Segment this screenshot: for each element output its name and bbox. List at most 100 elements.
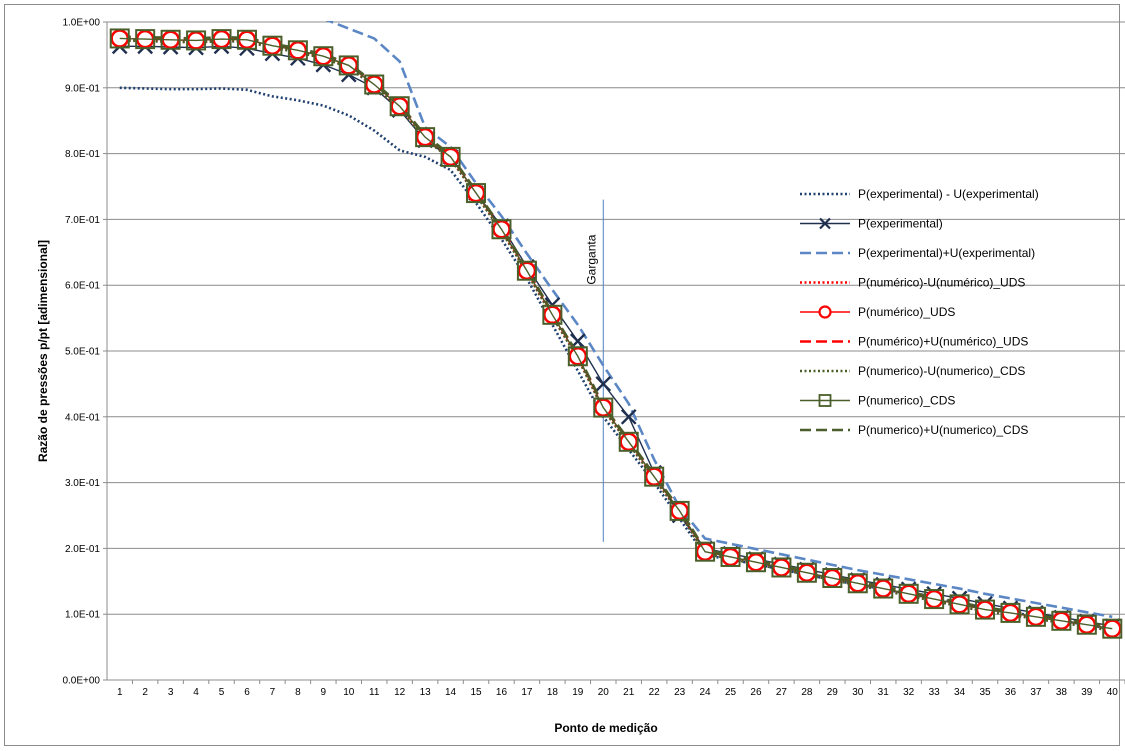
legend-label: P(experimental) - U(experimental) bbox=[858, 187, 1039, 201]
x-tick-label: 31 bbox=[878, 687, 890, 698]
data-point bbox=[313, 46, 334, 67]
series-8 bbox=[119, 35, 1113, 628]
data-point bbox=[236, 29, 257, 50]
data-point bbox=[975, 599, 996, 620]
data-point bbox=[567, 346, 588, 367]
data-point bbox=[1025, 606, 1046, 627]
x-tick-label: 34 bbox=[954, 687, 966, 698]
x-tick-label: 6 bbox=[244, 687, 250, 698]
series-2 bbox=[325, 21, 1113, 619]
x-tick-label: 37 bbox=[1030, 687, 1042, 698]
x-tick-label: 39 bbox=[1081, 687, 1093, 698]
x-tick-label: 5 bbox=[219, 687, 225, 698]
legend-marker bbox=[818, 305, 832, 319]
data-point bbox=[287, 40, 308, 61]
series-line bbox=[119, 86, 1113, 631]
x-tick-label: 28 bbox=[801, 687, 813, 698]
data-point bbox=[440, 146, 461, 167]
data-point bbox=[822, 568, 843, 589]
data-point bbox=[898, 583, 919, 604]
data-point bbox=[796, 562, 817, 583]
legend-item: P(numérico)_UDS bbox=[800, 305, 955, 319]
legend-item: P(experimental) - U(experimental) bbox=[800, 187, 1039, 201]
x-tick-label: 25 bbox=[725, 687, 737, 698]
x-tick-label: 21 bbox=[623, 687, 635, 698]
data-point bbox=[211, 29, 232, 50]
data-point bbox=[186, 30, 207, 51]
data-point bbox=[593, 397, 614, 418]
series-line bbox=[119, 35, 1113, 628]
legend-marker bbox=[818, 394, 832, 407]
x-tick-label: 17 bbox=[521, 687, 533, 698]
legend-label: P(numerico)+U(numerico)_CDS bbox=[858, 423, 1028, 437]
x-tick-label: 20 bbox=[598, 687, 610, 698]
series-5 bbox=[119, 35, 1113, 629]
data-point bbox=[745, 552, 766, 573]
legend-item: P(experimental) bbox=[800, 217, 943, 231]
series-6 bbox=[119, 39, 1113, 632]
y-tick-label: 8.0E-01 bbox=[65, 149, 100, 160]
y-tick-label: 4.0E-01 bbox=[65, 412, 100, 423]
data-point bbox=[389, 96, 410, 117]
series-line bbox=[119, 39, 1113, 632]
data-point bbox=[109, 28, 130, 49]
legend-label: P(numérico)+U(numérico)_UDS bbox=[858, 335, 1028, 349]
data-point bbox=[924, 589, 945, 610]
x-tick-label: 14 bbox=[445, 687, 457, 698]
data-point bbox=[491, 219, 512, 240]
data-point bbox=[771, 557, 792, 578]
x-tick-label: 38 bbox=[1056, 687, 1068, 698]
y-tick-label: 7.0E-01 bbox=[65, 215, 100, 226]
x-tick-label: 27 bbox=[776, 687, 788, 698]
legend-label: P(experimental) bbox=[858, 217, 943, 231]
x-tick-label: 36 bbox=[1005, 687, 1017, 698]
legend-item: P(numérico)+U(numérico)_UDS bbox=[800, 335, 1028, 349]
series-line bbox=[325, 21, 1113, 619]
x-tick-label: 9 bbox=[321, 687, 327, 698]
x-tick-label: 22 bbox=[649, 687, 661, 698]
data-point bbox=[720, 546, 741, 567]
y-axis-title: Razão de pressões p/pt [adimensional] bbox=[36, 240, 50, 462]
x-tick-label: 35 bbox=[979, 687, 991, 698]
x-tick-label: 11 bbox=[369, 687, 380, 698]
x-tick-label: 15 bbox=[470, 687, 482, 698]
legend-label: P(numérico)-U(numérico)_UDS bbox=[858, 276, 1025, 290]
data-point bbox=[695, 541, 716, 562]
x-axis-title: Ponto de medição bbox=[554, 721, 657, 735]
data-point bbox=[1102, 618, 1123, 639]
data-point bbox=[1051, 610, 1072, 631]
legend-item: P(numérico)-U(numérico)_UDS bbox=[800, 276, 1025, 290]
data-point bbox=[595, 376, 612, 392]
x-tick-label: 19 bbox=[572, 687, 584, 698]
series-line bbox=[119, 45, 1113, 627]
garganta-label: Garganta bbox=[584, 234, 598, 284]
data-point bbox=[262, 35, 283, 56]
x-tick-label: 8 bbox=[295, 687, 301, 698]
data-point bbox=[949, 594, 970, 615]
legend-item: P(experimental)+U(experimental) bbox=[800, 246, 1035, 260]
data-point bbox=[135, 29, 156, 50]
series-line bbox=[119, 37, 1113, 630]
data-point bbox=[644, 466, 665, 487]
data-point bbox=[160, 29, 181, 50]
data-point bbox=[338, 55, 359, 76]
data-point bbox=[1000, 602, 1021, 623]
series-0 bbox=[119, 86, 1113, 631]
x-tick-label: 29 bbox=[827, 687, 839, 698]
x-tick-label: 24 bbox=[700, 687, 712, 698]
y-tick-label: 1.0E+00 bbox=[62, 18, 100, 29]
data-point bbox=[542, 304, 563, 325]
legend-label: P(numérico)_UDS bbox=[858, 305, 955, 319]
data-point bbox=[618, 431, 639, 452]
data-point bbox=[415, 127, 436, 148]
chart-frame bbox=[4, 4, 1120, 746]
y-tick-label: 0.0E+00 bbox=[62, 676, 100, 687]
x-tick-label: 18 bbox=[547, 687, 559, 698]
series-line bbox=[119, 35, 1113, 629]
x-tick-label: 40 bbox=[1107, 687, 1119, 698]
x-tick-label: 32 bbox=[903, 687, 915, 698]
legend-label: P(numerico)-U(numerico)_CDS bbox=[858, 364, 1025, 378]
y-tick-label: 1.0E-01 bbox=[65, 610, 100, 621]
legend-label: P(experimental)+U(experimental) bbox=[858, 246, 1035, 260]
